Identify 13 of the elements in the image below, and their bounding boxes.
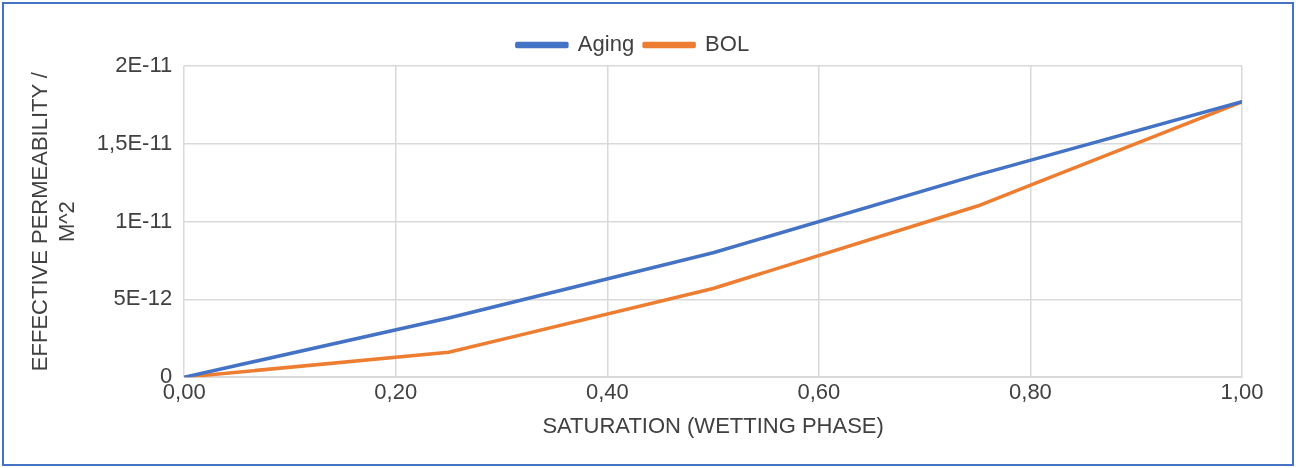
x-tick-label: 0,40 [585, 379, 629, 405]
x-tick-label: 0,20 [374, 379, 418, 405]
legend-label: Aging [577, 31, 635, 57]
y-tick-label: 5E-12 [113, 285, 173, 311]
y-tick-label: 2E-11 [115, 52, 173, 78]
y-tick-label: 1E-11 [115, 207, 173, 233]
legend-label: BOL [705, 31, 750, 57]
y-axis-title: EFFECTIVE PERMEABILITY / M^2 [27, 71, 79, 372]
x-tick-label: 1,00 [1220, 379, 1264, 405]
x-axis-title: SATURATION (WETTING PHASE) [542, 412, 884, 438]
x-tick-label: 0,80 [1009, 379, 1052, 405]
x-tick-label: 0,60 [797, 379, 841, 405]
y-tick-label: 1,5E-11 [96, 129, 173, 155]
